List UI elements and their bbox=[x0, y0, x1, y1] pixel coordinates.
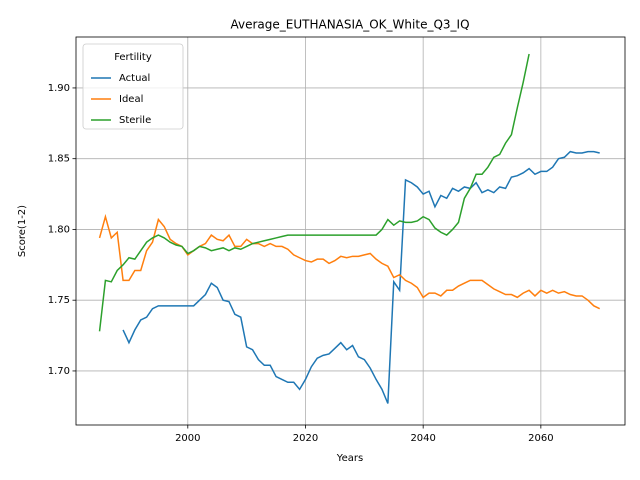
x-tick-label: 2060 bbox=[528, 433, 553, 444]
line-series bbox=[98, 53, 530, 332]
y-tick-label: 1.90 bbox=[48, 83, 70, 94]
y-tick-label: 1.70 bbox=[48, 366, 70, 377]
line-series bbox=[122, 150, 600, 404]
plot-frame bbox=[75, 36, 626, 426]
y-axis-label: Score(1-2) bbox=[17, 205, 28, 257]
x-axis-label: Years bbox=[336, 453, 363, 464]
legend-label: Ideal bbox=[119, 94, 143, 105]
y-tick-label: 1.75 bbox=[48, 295, 70, 306]
y-tick-label: 1.85 bbox=[48, 154, 70, 165]
legend-box bbox=[82, 43, 184, 130]
legend-label: Actual bbox=[119, 73, 150, 84]
chart-title: Average_EUTHANASIA_OK_White_Q3_IQ bbox=[230, 18, 469, 32]
x-tick-label: 2040 bbox=[410, 433, 435, 444]
x-tick-label: 2020 bbox=[293, 433, 318, 444]
x-tick-label: 2000 bbox=[175, 433, 200, 444]
legend-label: Sterile bbox=[119, 115, 151, 126]
legend-title: Fertility bbox=[114, 52, 152, 63]
y-tick-label: 1.80 bbox=[48, 224, 70, 235]
